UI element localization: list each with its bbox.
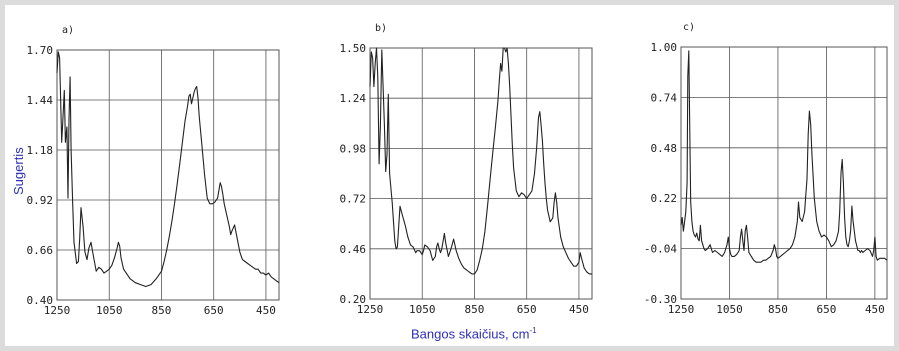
plot-b-y-tick-label: 0.20: [340, 293, 367, 306]
plot-b-y-tick-label: 1.50: [340, 42, 367, 55]
plot-a-y-tick-label: 0.40: [27, 294, 54, 307]
plot-a-frame: [56, 49, 280, 301]
plot-a-x-tick-label: 1250: [44, 304, 71, 317]
plot-b-y-tick-label: 0.98: [340, 142, 367, 155]
plot-a-title: a): [62, 25, 74, 36]
x-axis-label-text: Bangos skaičius, cm: [411, 326, 530, 342]
spectra-figure: a) 1250 1050 850 650 450 1.70 1.44 1.18 0.92 0.66 0…: [5, 5, 894, 346]
plot-b-x-tick-label: 450: [569, 303, 589, 316]
x-axis-label: Bangos skaičius, cm-1: [411, 326, 537, 341]
plot-b-frame: [369, 47, 593, 300]
plot-b-x-tick-label: 1050: [409, 303, 436, 316]
plot-c-y-tick-label: -0.30: [644, 293, 677, 306]
plot-b-series-line: [369, 47, 592, 275]
plot-c-x-tick-label: 1250: [668, 303, 695, 316]
plot-a-x-tick-label: 850: [152, 304, 172, 317]
plot-b-y-tick-label: 0.46: [340, 243, 367, 256]
plot-b-x-tick-label: 1250: [357, 303, 384, 316]
plot-c-y-tick-label: 1.00: [651, 41, 678, 54]
plot-c-x-tick-label: 850: [768, 303, 788, 316]
plot-b-y-tick-label: 0.72: [340, 193, 367, 206]
plot-c-y-tick-label: 0.74: [651, 91, 678, 104]
plot-c-x-tick-label: 1050: [716, 303, 743, 316]
plot-a-x-tick-label: 1050: [96, 304, 123, 317]
plot-a-y-tick-label: 1.70: [27, 44, 54, 57]
plot-a-y-tick-label: 1.18: [27, 144, 54, 157]
plot-c-title: c): [683, 22, 695, 33]
x-axis-label-superscript: -1: [529, 326, 537, 335]
plot-b-y-tick-label: 1.24: [340, 92, 367, 105]
y-axis-label: Sugertis: [11, 147, 26, 195]
plot-c-frame: [680, 46, 888, 300]
plot-a-y-tick-label: 0.66: [27, 244, 54, 257]
plot-c-y-tick-label: 0.48: [651, 142, 678, 155]
plot-a-y-tick-label: 1.44: [27, 94, 54, 107]
plot-c-x-tick-label: 450: [865, 303, 885, 316]
plot-c-series-line: [680, 50, 888, 263]
plot-a-series-line: [56, 51, 280, 288]
plot-c-x-tick-label: 650: [816, 303, 836, 316]
plot-c-y-tick-label: -0.04: [644, 243, 677, 256]
plot-c-y-tick-label: 0.22: [651, 192, 678, 205]
plot-b-title: b): [375, 23, 387, 34]
plot-a-x-tick-label: 450: [256, 304, 276, 317]
plot-b-x-tick-label: 850: [465, 303, 485, 316]
plot-a-x-tick-label: 650: [204, 304, 224, 317]
plot-b-x-tick-label: 650: [517, 303, 537, 316]
spectra-plots-svg: a) 1250 1050 850 650 450 1.70 1.44 1.18 0.92 0.66 0…: [27, 22, 888, 317]
plot-a-y-tick-label: 0.92: [27, 194, 54, 207]
